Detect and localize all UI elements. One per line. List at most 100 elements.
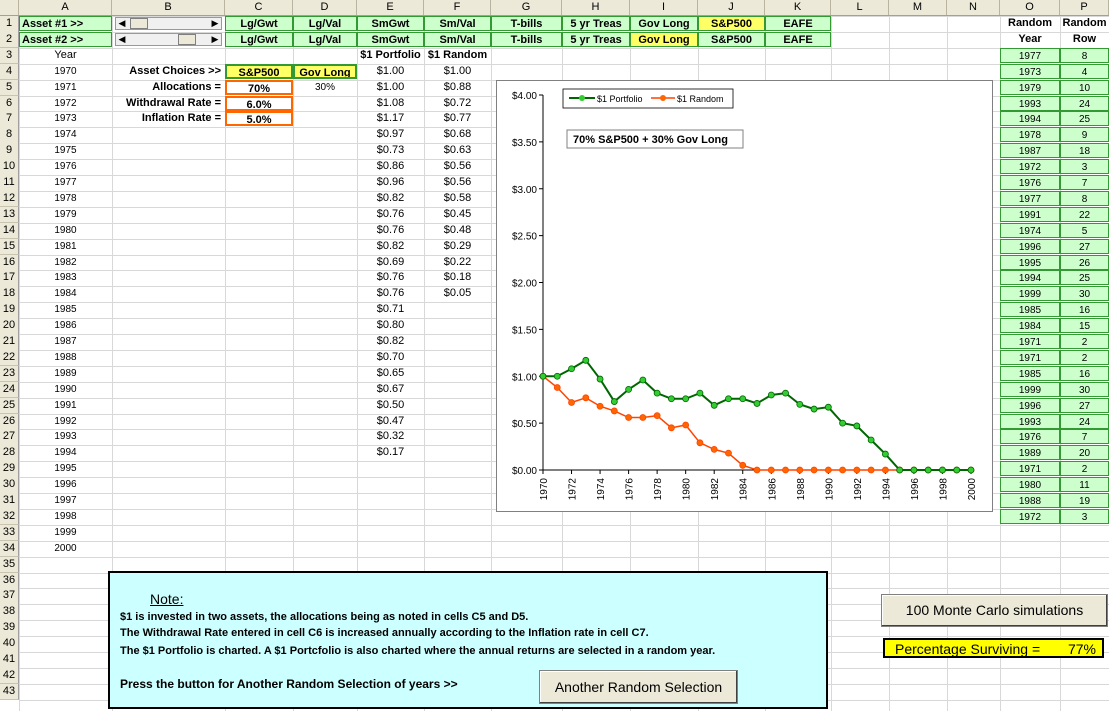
asset1-option-1: Lg/Val <box>293 16 357 31</box>
allocation-input-1[interactable]: 70% <box>225 79 293 95</box>
column-header-A[interactable]: A <box>19 0 112 15</box>
row-header-27[interactable]: 27 <box>0 429 19 446</box>
data-point-portfolio <box>667 395 675 403</box>
row-header-3[interactable]: 3 <box>0 47 19 65</box>
row-header-40[interactable]: 40 <box>0 636 19 653</box>
row-header-5[interactable]: 5 <box>0 79 19 97</box>
scroll-thumb[interactable] <box>178 33 196 45</box>
row-header-17[interactable]: 17 <box>0 270 19 287</box>
row-header-36[interactable]: 36 <box>0 572 19 589</box>
random-year-cell: 1978 <box>1000 127 1060 143</box>
row-header-16[interactable]: 16 <box>0 254 19 271</box>
row-header-35[interactable]: 35 <box>0 556 19 574</box>
x-tick-label: 1980 <box>682 478 693 501</box>
data-point-portfolio <box>725 395 732 403</box>
row-header-32[interactable]: 32 <box>0 508 19 526</box>
another-random-selection-button[interactable]: Another Random Selection <box>539 670 738 704</box>
row-header-28[interactable]: 28 <box>0 445 19 462</box>
row-header-12[interactable]: 12 <box>0 190 19 208</box>
data-point-random <box>610 407 618 415</box>
row-header-24[interactable]: 24 <box>0 381 19 399</box>
row-header-13[interactable]: 13 <box>0 206 19 224</box>
row-header-4[interactable]: 4 <box>0 63 19 81</box>
year-cell: 2000 <box>54 542 77 554</box>
asset2-scrollbar[interactable]: ◀ ▶ <box>115 32 222 46</box>
row-header-34[interactable]: 34 <box>0 540 19 558</box>
row-header-37[interactable]: 37 <box>0 588 19 605</box>
row-header-31[interactable]: 31 <box>0 493 19 510</box>
random-year-cell: 1985 <box>1000 302 1060 318</box>
row-header-1[interactable]: 1 <box>0 16 19 33</box>
row-header-8[interactable]: 8 <box>0 127 19 144</box>
row-header-11[interactable]: 11 <box>0 175 19 192</box>
random-year-cell: 1985 <box>1000 365 1060 381</box>
scroll-left-icon[interactable]: ◀ <box>118 18 126 28</box>
withdrawal-input[interactable]: 6.0% <box>225 95 293 111</box>
column-header-M[interactable]: M <box>889 0 947 15</box>
column-header-B[interactable]: B <box>112 0 225 15</box>
column-header-N[interactable]: N <box>947 0 1000 15</box>
row-header-21[interactable]: 21 <box>0 334 19 351</box>
row-header-38[interactable]: 38 <box>0 604 19 621</box>
row-header-26[interactable]: 26 <box>0 413 19 430</box>
scroll-thumb[interactable] <box>130 18 148 29</box>
row-header-10[interactable]: 10 <box>0 159 19 176</box>
data-point-random <box>625 414 633 421</box>
data-point-random <box>881 466 889 474</box>
scroll-right-icon[interactable]: ▶ <box>211 33 219 44</box>
column-header-C[interactable]: C <box>225 0 293 15</box>
inflation-input[interactable]: 5.0% <box>225 111 293 127</box>
year-cell: 1999 <box>54 526 77 538</box>
data-point-random <box>710 445 718 453</box>
column-header-E[interactable]: E <box>357 0 424 15</box>
scroll-right-icon[interactable]: ▶ <box>211 18 219 28</box>
x-tick-label: 1992 <box>853 478 864 501</box>
column-header-P[interactable]: P <box>1060 0 1109 15</box>
year-header: Year <box>54 48 77 61</box>
row-header-15[interactable]: 15 <box>0 238 19 256</box>
random-year-cell: 1977 <box>1000 47 1060 63</box>
data-point-random <box>739 461 747 469</box>
portfolio-cell: $0.82 <box>376 239 405 252</box>
row-header-30[interactable]: 30 <box>0 477 19 494</box>
row-header-39[interactable]: 39 <box>0 620 19 637</box>
legend-marker-random <box>660 95 666 101</box>
surviving-label: Percentage Surviving = <box>895 641 1041 657</box>
portfolio-cell: $0.76 <box>376 207 405 220</box>
row-header-25[interactable]: 25 <box>0 397 19 415</box>
row-header-43[interactable]: 43 <box>0 683 19 701</box>
row-header-29[interactable]: 29 <box>0 461 19 478</box>
column-header-K[interactable]: K <box>765 0 831 15</box>
row-header-22[interactable]: 22 <box>0 349 19 367</box>
row-header-42[interactable]: 42 <box>0 667 19 685</box>
row-header-7[interactable]: 7 <box>0 111 19 128</box>
select-all-corner[interactable] <box>0 0 19 15</box>
year-cell: 1992 <box>54 415 77 427</box>
year-cell: 1984 <box>54 288 77 300</box>
row-header-33[interactable]: 33 <box>0 524 19 542</box>
scroll-left-icon[interactable]: ◀ <box>118 33 126 44</box>
column-header-D[interactable]: D <box>293 0 357 15</box>
portfolio-cell: $0.73 <box>376 144 405 157</box>
row-header-18[interactable]: 18 <box>0 286 19 303</box>
column-header-I[interactable]: I <box>630 0 698 15</box>
data-point-portfolio <box>568 365 575 373</box>
monte-carlo-button[interactable]: 100 Monte Carlo simulations <box>881 594 1108 627</box>
column-header-G[interactable]: G <box>491 0 562 15</box>
row-header-6[interactable]: 6 <box>0 95 19 112</box>
row-header-9[interactable]: 9 <box>0 143 19 160</box>
column-header-F[interactable]: F <box>424 0 491 15</box>
row-header-2[interactable]: 2 <box>0 31 19 49</box>
asset2-label: Asset #2 >> <box>19 31 112 47</box>
row-header-41[interactable]: 41 <box>0 652 19 669</box>
column-header-O[interactable]: O <box>1000 0 1060 15</box>
row-header-23[interactable]: 23 <box>0 365 19 383</box>
asset1-scrollbar[interactable]: ◀ ▶ <box>115 17 222 30</box>
row-header-19[interactable]: 19 <box>0 302 19 319</box>
column-header-L[interactable]: L <box>831 0 889 15</box>
column-header-J[interactable]: J <box>698 0 765 15</box>
portfolio-chart[interactable]: $0.00 $0.50 $1.00 $1.50 $2.00 $2.50 $3.00 $3.50… <box>496 80 993 512</box>
row-header-20[interactable]: 20 <box>0 318 19 335</box>
row-header-14[interactable]: 14 <box>0 222 19 240</box>
column-header-H[interactable]: H <box>562 0 630 15</box>
